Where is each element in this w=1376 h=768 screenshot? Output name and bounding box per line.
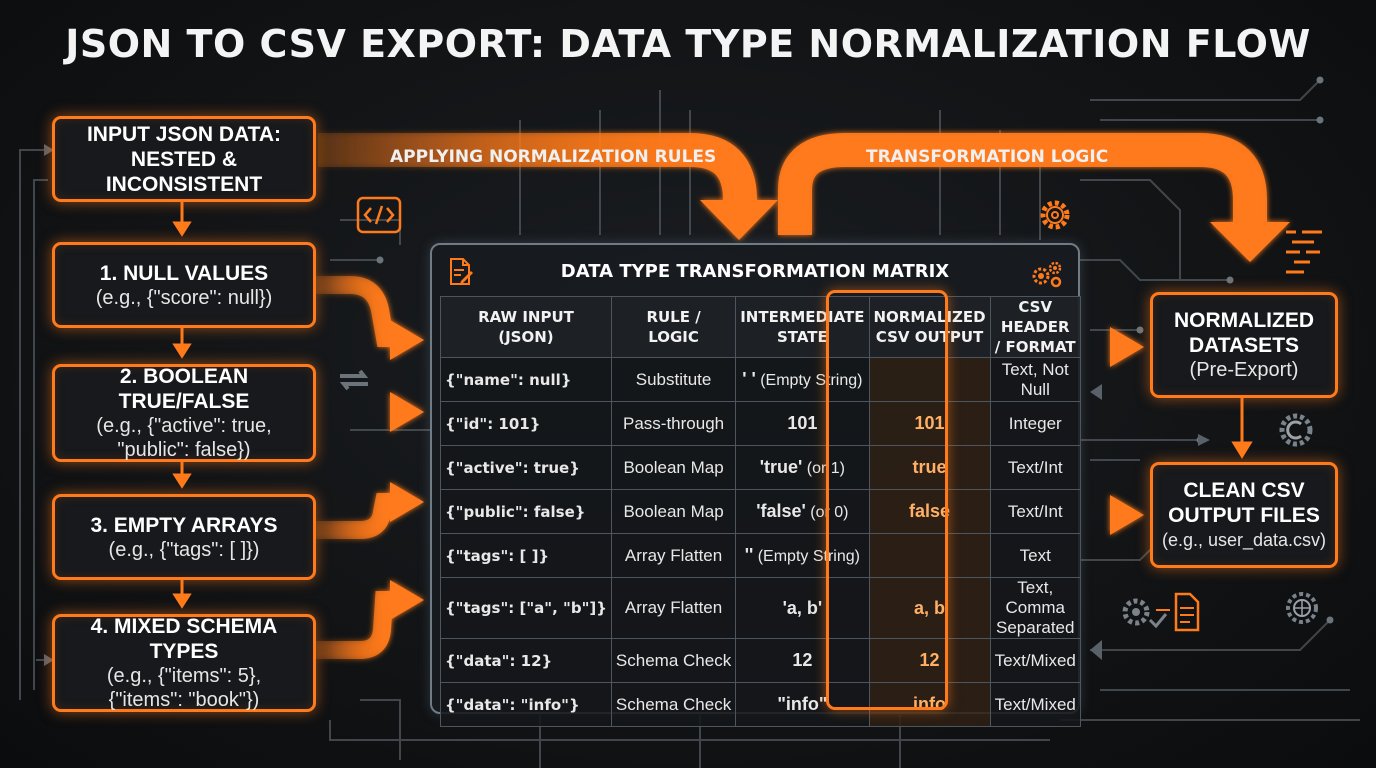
table-row: {"tags": [ ]} Array Flatten '' (Empty St… [440, 533, 1081, 578]
cell-raw: {"data": "info"} [440, 682, 612, 727]
code-tag-icon [356, 196, 402, 234]
step-title: 3. EMPTY ARRAYS [90, 513, 278, 537]
cell-intermediate: 'true' (or 1) [735, 445, 870, 490]
output-title: NORMALIZED [1174, 309, 1314, 332]
matrix-title: DATA TYPE TRANSFORMATION MATRIX [560, 261, 950, 282]
cell-rule: Array Flatten [610, 577, 737, 639]
cell-intermediate: "info" [735, 682, 870, 727]
cell-normalized: false [868, 489, 991, 534]
gears-icon [1032, 261, 1062, 288]
cell-intermediate: 12 [735, 638, 870, 683]
cell-normalized [868, 357, 991, 402]
cell-intermediate: 101 [735, 401, 870, 446]
input-box-line1: INPUT JSON DATA: [86, 122, 282, 146]
cell-intermediate: ' ' (Empty String) [735, 357, 870, 402]
header-intermediate-state: INTERMEDIATE STATE [735, 296, 870, 358]
cell-rule: Schema Check [610, 682, 737, 727]
cell-intermediate: 'a, b' [735, 577, 870, 639]
gear-check-document-icon [1122, 592, 1200, 632]
table-row: {"tags": ["a", "b"]} Array Flatten 'a, b… [440, 577, 1081, 639]
header-csv-format: CSV HEADER / FORMAT [989, 296, 1081, 358]
cell-normalized: a, b [868, 577, 991, 639]
header-rule-logic: RULE / LOGIC [610, 296, 737, 358]
cell-raw: {"public": false} [440, 489, 612, 534]
cell-rule: Array Flatten [610, 533, 737, 578]
step-example: (e.g., {"active": true, [96, 415, 272, 437]
cell-normalized: true [868, 445, 991, 490]
output-sub: (Pre-Export) [1189, 359, 1299, 381]
cell-normalized: info [868, 682, 991, 727]
header-raw-input: RAW INPUT (JSON) [440, 296, 612, 358]
step-example: (e.g., {"tags": [ ]}) [108, 538, 260, 561]
cell-normalized: 12 [868, 638, 991, 683]
cell-raw: {"tags": [ ]} [440, 533, 612, 578]
cell-intermediate: '' (Empty String) [735, 533, 870, 578]
output-title: CLEAN CSV [1183, 479, 1305, 502]
clean-csv-box: CLEAN CSV OUTPUT FILES (e.g., user_data.… [1150, 462, 1338, 568]
header-normalized-output: NORMALIZED CSV OUTPUT [868, 296, 991, 358]
sync-arrows-icon [339, 369, 369, 391]
input-json-box: INPUT JSON DATA: NESTED & INCONSISTENT [52, 116, 316, 202]
cell-format: Text/Int [989, 489, 1081, 534]
cell-rule: Boolean Map [610, 445, 737, 490]
cell-rule: Boolean Map [610, 489, 737, 534]
cell-format: Text, Not Null [989, 357, 1081, 402]
step-example: (e.g., {"score": null}) [95, 286, 273, 309]
code-lines-icon [1286, 230, 1322, 274]
cell-format: Text/Mixed [989, 682, 1081, 727]
gear-icon [1040, 200, 1070, 230]
step-example: {"items": "book"}) [108, 689, 260, 711]
step-example: "public": false}) [117, 439, 251, 461]
cell-raw: {"name": null} [440, 357, 612, 402]
cell-intermediate: 'false' (or 0) [735, 489, 870, 534]
cell-format: Text/Int [989, 445, 1081, 490]
cell-format: Text, Comma Separated [989, 577, 1081, 639]
cell-rule: Schema Check [610, 638, 737, 683]
step-null-values: 1. NULL VALUES (e.g., {"score": null}) [52, 242, 316, 328]
cell-normalized: 101 [868, 401, 991, 446]
cell-raw: {"active": true} [440, 445, 612, 490]
globe-gear-icon [1286, 592, 1318, 624]
step-empty-arrays: 3. EMPTY ARRAYS (e.g., {"tags": [ ]}) [52, 494, 316, 580]
cell-normalized [868, 533, 991, 578]
cell-raw: {"tags": ["a", "b"]} [440, 577, 612, 639]
flow-label-normalization: APPLYING NORMALIZATION RULES [390, 147, 717, 167]
step-title: 4. MIXED SCHEMA TYPES [90, 615, 278, 663]
normalized-datasets-box: NORMALIZED DATASETS (Pre-Export) [1150, 292, 1338, 398]
matrix-table: RAW INPUT (JSON) RULE / LOGIC INTERMEDIATE… [440, 296, 1081, 727]
copyright-gear-icon [1279, 413, 1313, 447]
step-example: (e.g., {"items": 5}, [106, 665, 262, 687]
input-box-line2: NESTED & INCONSISTENT [105, 147, 263, 196]
page-title: JSON TO CSV EXPORT: DATA TYPE NORMALIZAT… [65, 22, 1311, 66]
output-title: OUTPUT FILES [1168, 504, 1320, 527]
transformation-matrix: DATA TYPE TRANSFORMATION MATRIX RAW INPU… [430, 243, 1081, 727]
cell-rule: Pass-through [610, 401, 737, 446]
step-title: 2. BOOLEAN TRUE/FALSE [118, 365, 250, 413]
cell-raw: {"data": 12} [440, 638, 612, 683]
output-title: DATASETS [1188, 334, 1300, 357]
cell-format: Text/Mixed [989, 638, 1081, 683]
table-row: {"id": 101} Pass-through 101 101 Integer [440, 401, 1081, 446]
table-row: {"data": "info"} Schema Check "info" inf… [440, 682, 1081, 727]
table-row: {"data": 12} Schema Check 12 12 Text/Mix… [440, 638, 1081, 683]
flow-label-transformation: TRANSFORMATION LOGIC [866, 147, 1109, 167]
table-row: {"public": false} Boolean Map 'false' (o… [440, 489, 1081, 534]
table-row: {"name": null} Substitute ' ' (Empty Str… [440, 357, 1081, 402]
step-boolean: 2. BOOLEAN TRUE/FALSE (e.g., {"active": … [52, 364, 316, 462]
cell-format: Integer [989, 401, 1081, 446]
output-sub: (e.g., user_data.csv) [1161, 530, 1327, 550]
step-title: 1. NULL VALUES [99, 261, 269, 285]
step-mixed-schema: 4. MIXED SCHEMA TYPES (e.g., {"items": 5… [52, 614, 316, 712]
cell-format: Text [989, 533, 1081, 578]
cell-rule: Substitute [610, 357, 737, 402]
table-row: {"active": true} Boolean Map 'true' (or … [440, 445, 1081, 490]
cell-raw: {"id": 101} [440, 401, 612, 446]
document-edit-icon [450, 258, 473, 285]
